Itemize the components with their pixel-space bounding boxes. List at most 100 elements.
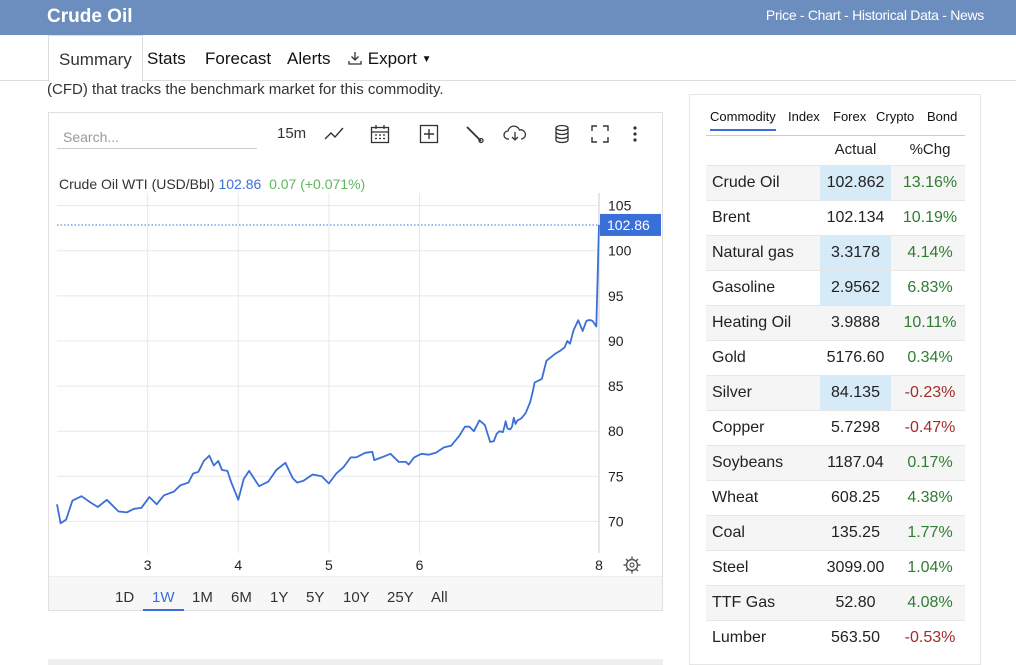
download-icon (348, 52, 362, 65)
description-text: (CFD) that tracks the benchmark market f… (47, 81, 444, 98)
commodity-actual: 135.25 (831, 524, 880, 541)
line-type-icon[interactable] (323, 123, 345, 145)
y-tick-label: 85 (608, 378, 624, 394)
table-row[interactable]: Copper 5.7298 -0.47% (706, 410, 965, 445)
table-row[interactable]: Lumber 563.50 -0.53% (706, 620, 965, 655)
commodity-name[interactable]: Wheat (712, 489, 759, 506)
table-row[interactable]: Heating Oil 3.9888 10.11% (706, 305, 965, 340)
top-header: Crude Oil Price - Chart - Historical Dat… (0, 0, 1016, 35)
range-1w[interactable]: 1W (143, 589, 184, 611)
commodity-change: 1.04% (907, 559, 953, 576)
tab-index[interactable]: Index (788, 109, 820, 124)
commodity-change: 4.14% (907, 244, 953, 261)
table-row[interactable]: Gasoline 2.9562 6.83% (706, 270, 965, 305)
price-tag (600, 213, 661, 236)
tab-commodity[interactable]: Commodity (710, 109, 776, 131)
commodity-actual: 608.25 (831, 489, 880, 506)
header-links[interactable]: Price - Chart - Historical Data - News (765, 7, 984, 23)
commodity-name[interactable]: Copper (712, 419, 765, 436)
commodity-name[interactable]: Crude Oil (712, 174, 780, 191)
range-all[interactable]: All (431, 589, 448, 606)
chart-panel: 15m Crude Oil WTI (USD/Bbl) 102.86 0.07 … (48, 112, 663, 611)
commodity-change: 6.83% (907, 279, 953, 296)
commodity-change: 0.34% (907, 349, 953, 366)
commodity-change: -0.23% (904, 384, 956, 401)
bottom-panel-edge (48, 659, 663, 665)
tab-bond[interactable]: Bond (927, 109, 958, 124)
commodity-name[interactable]: Gasoline (712, 279, 776, 296)
tab-forecast[interactable]: Forecast (205, 49, 272, 68)
caret-down-icon: ▼ (421, 54, 432, 65)
brand-title[interactable]: Crude Oil (47, 6, 133, 27)
y-tick-label: 105 (608, 198, 632, 214)
commodity-change: 0.17% (907, 454, 953, 471)
x-tick-label: 6 (416, 557, 424, 573)
range-selector: 1D 1W 1M 6M 1Y 5Y 10Y 25Y All (49, 576, 662, 611)
add-indicator-icon[interactable] (418, 123, 440, 145)
chart-legend: Crude Oil WTI (USD/Bbl) 102.86 0.07 (+0.… (59, 176, 365, 192)
symbol-search-input[interactable] (57, 125, 257, 149)
column-chg: %Chg (909, 141, 951, 158)
table-row[interactable]: Crude Oil 102.862 13.16% (706, 165, 965, 200)
fullscreen-icon[interactable] (589, 123, 611, 145)
commodity-actual: 52.80 (835, 594, 876, 611)
tab-alerts[interactable]: Alerts (287, 49, 331, 68)
table-row[interactable]: Coal 135.25 1.77% (706, 515, 965, 550)
range-1d[interactable]: 1D (115, 589, 135, 606)
table-row[interactable]: Silver 84.135 -0.23% (706, 375, 965, 410)
tab-crypto[interactable]: Crypto (876, 109, 915, 124)
range-1m[interactable]: 1M (192, 589, 213, 606)
export-label: Export (367, 49, 417, 68)
commodity-change: 10.11% (903, 314, 957, 331)
commodity-change: -0.47% (904, 419, 956, 436)
more-options-icon[interactable] (629, 123, 641, 145)
price-chart[interactable]: 70 75 80 85 90 95 100 105 3 4 5 6 8 102.86 (49, 193, 662, 574)
calendar-icon[interactable] (369, 123, 391, 145)
range-25y[interactable]: 25Y (387, 589, 414, 606)
range-10y[interactable]: 10Y (343, 589, 370, 606)
tab-summary[interactable]: Summary (48, 35, 143, 82)
commodity-name[interactable]: Soybeans (712, 454, 784, 471)
table-row[interactable]: Gold 5176.60 0.34% (706, 340, 965, 375)
commodity-name[interactable]: Coal (712, 524, 745, 541)
y-tick-label: 95 (608, 288, 624, 304)
y-tick-label: 90 (608, 333, 624, 349)
range-6m[interactable]: 6M (231, 589, 252, 606)
commodity-actual: 2.9562 (820, 271, 891, 305)
commodity-name[interactable]: Silver (712, 384, 753, 401)
tab-forex[interactable]: Forex (833, 109, 867, 124)
table-row[interactable]: Natural gas 3.3178 4.14% (706, 235, 965, 270)
table-row[interactable]: Brent 102.134 10.19% (706, 200, 965, 235)
range-5y[interactable]: 5Y (306, 589, 325, 606)
chart-settings-icon[interactable] (623, 556, 641, 574)
commodity-change: -0.53% (904, 629, 956, 646)
legend-name: Crude Oil WTI (USD/Bbl) (59, 176, 215, 192)
cloud-download-icon[interactable] (502, 123, 528, 145)
database-icon[interactable] (551, 123, 573, 145)
commodity-name[interactable]: Natural gas (712, 244, 794, 261)
commodity-name[interactable]: Lumber (712, 629, 767, 646)
commodity-name[interactable]: Heating Oil (712, 314, 792, 331)
commodity-name[interactable]: Gold (712, 349, 746, 366)
tab-export[interactable]: Export ▼ (347, 49, 432, 69)
interval-selector[interactable]: 15m (277, 125, 307, 142)
table-row[interactable]: TTF Gas 52.80 4.08% (706, 585, 965, 620)
commodity-actual: 5.7298 (831, 419, 880, 436)
table-row[interactable]: Wheat 608.25 4.38% (706, 480, 965, 515)
legend-change: 0.07 (+0.071%) (269, 176, 366, 192)
commodity-name[interactable]: TTF Gas (712, 594, 776, 611)
commodity-actual: 84.135 (820, 376, 891, 410)
table-row[interactable]: Steel 3099.00 1.04% (706, 550, 965, 585)
table-row[interactable]: Soybeans 1187.04 0.17% (706, 445, 965, 480)
commodity-change: 13.16% (902, 174, 958, 191)
range-1y[interactable]: 1Y (270, 589, 289, 606)
commodity-name[interactable]: Steel (712, 559, 749, 576)
markets-sidebar: Commodity Index Forex Crypto Bond Actual… (689, 94, 981, 665)
y-tick-label: 70 (608, 513, 624, 529)
commodity-actual: 5176.60 (826, 349, 885, 366)
tab-stats[interactable]: Stats (147, 49, 186, 68)
nav-bar: Summary Stats Forecast Alerts Export ▼ (0, 35, 1016, 82)
wrench-icon[interactable] (464, 123, 486, 145)
commodity-name[interactable]: Brent (712, 209, 751, 226)
commodity-actual: 3.3178 (820, 236, 891, 270)
